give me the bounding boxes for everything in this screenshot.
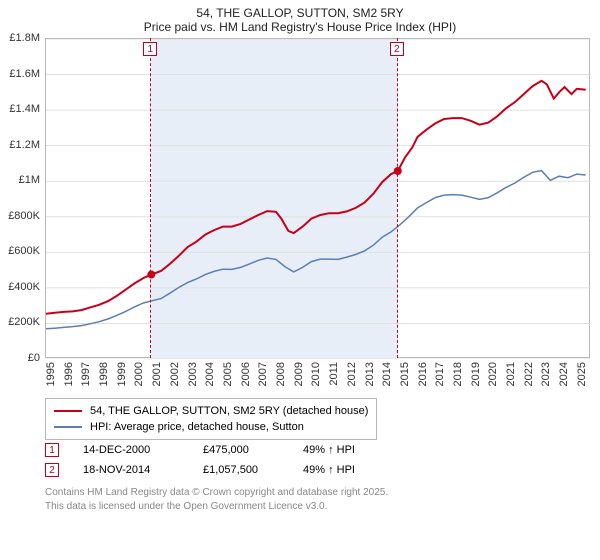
x-axis-tick-label: 2000 (133, 362, 145, 386)
y-axis-tick-label: £1.8M (0, 32, 40, 44)
title-subtitle: Price paid vs. HM Land Registry's House … (0, 20, 600, 34)
x-axis-tick-label: 2017 (434, 362, 446, 386)
y-axis-tick-label: £0 (0, 352, 40, 364)
y-axis-tick-label: £400K (0, 281, 40, 293)
title-address: 54, THE GALLOP, SUTTON, SM2 5RY (0, 6, 600, 20)
x-axis-tick-label: 2005 (222, 362, 234, 386)
y-axis-tick-label: £1.4M (0, 103, 40, 115)
x-axis-tick-label: 2008 (275, 362, 287, 386)
sale-marker-line (150, 38, 151, 358)
x-axis-tick-label: 2011 (328, 362, 340, 386)
x-axis-tick-label: 2022 (523, 362, 535, 386)
x-axis-tick-label: 2019 (470, 362, 482, 386)
attribution-line: This data is licensed under the Open Gov… (45, 500, 388, 514)
x-axis-tick-label: 2018 (452, 362, 464, 386)
legend: 54, THE GALLOP, SUTTON, SM2 5RY (detache… (45, 398, 377, 440)
x-axis-tick-label: 2004 (204, 362, 216, 386)
x-axis-tick-label: 2007 (257, 362, 269, 386)
x-axis-tick-label: 2002 (169, 362, 181, 386)
x-axis-tick-label: 2023 (540, 362, 552, 386)
x-axis-tick-label: 2024 (558, 362, 570, 386)
x-axis-tick-label: 2021 (505, 362, 517, 386)
y-axis-tick-label: £200K (0, 316, 40, 328)
sale-marker-box: 1 (143, 42, 157, 56)
sale-hpi-delta: 49% ↑ HPI (303, 464, 413, 476)
legend-label: 54, THE GALLOP, SUTTON, SM2 5RY (detache… (90, 405, 368, 417)
x-axis-tick-label: 2003 (187, 362, 199, 386)
plot-region (45, 38, 590, 358)
chart-svg (46, 39, 591, 359)
x-axis-tick-label: 1995 (45, 362, 57, 386)
y-axis-tick-label: £1.2M (0, 139, 40, 151)
legend-item: HPI: Average price, detached house, Sutt… (54, 419, 368, 435)
x-axis-tick-label: 1996 (63, 362, 75, 386)
x-axis-tick-label: 2001 (151, 362, 163, 386)
x-axis-tick-label: 2020 (487, 362, 499, 386)
x-axis-tick-label: 2014 (381, 362, 393, 386)
y-axis-tick-label: £600K (0, 245, 40, 257)
x-axis-tick-label: 2015 (399, 362, 411, 386)
x-axis-tick-label: 1998 (98, 362, 110, 386)
sale-date: 14-DEC-2000 (83, 444, 203, 456)
sale-date: 18-NOV-2014 (83, 464, 203, 476)
sale-hpi-delta: 49% ↑ HPI (303, 444, 413, 456)
x-axis-tick-label: 2013 (364, 362, 376, 386)
x-axis-tick-label: 2010 (310, 362, 322, 386)
attribution: Contains HM Land Registry data © Crown c… (45, 486, 388, 513)
y-axis-tick-label: £800K (0, 210, 40, 222)
legend-label: HPI: Average price, detached house, Sutt… (90, 421, 304, 433)
chart-title: 54, THE GALLOP, SUTTON, SM2 5RY Price pa… (0, 0, 600, 36)
sale-marker-icon: 1 (45, 443, 59, 457)
legend-swatch (54, 426, 82, 428)
y-axis-tick-label: £1.6M (0, 68, 40, 80)
sales-row: 2 18-NOV-2014 £1,057,500 49% ↑ HPI (45, 460, 413, 480)
x-axis-tick-label: 2016 (417, 362, 429, 386)
sales-table: 1 14-DEC-2000 £475,000 49% ↑ HPI 2 18-NO… (45, 440, 413, 480)
sale-price: £475,000 (203, 444, 303, 456)
x-axis-tick-label: 2012 (346, 362, 358, 386)
sale-marker-line (397, 38, 398, 358)
x-axis-tick-label: 2006 (240, 362, 252, 386)
sale-price: £1,057,500 (203, 464, 303, 476)
attribution-line: Contains HM Land Registry data © Crown c… (45, 486, 388, 500)
sale-marker-box: 2 (390, 42, 404, 56)
legend-item: 54, THE GALLOP, SUTTON, SM2 5RY (detache… (54, 403, 368, 419)
sale-marker-icon: 2 (45, 463, 59, 477)
sales-row: 1 14-DEC-2000 £475,000 49% ↑ HPI (45, 440, 413, 460)
y-axis-tick-label: £1M (0, 174, 40, 186)
x-axis-tick-label: 1999 (116, 362, 128, 386)
x-axis-tick-label: 2009 (293, 362, 305, 386)
legend-swatch (54, 410, 82, 412)
x-axis-tick-label: 1997 (80, 362, 92, 386)
x-axis-tick-label: 2025 (576, 362, 588, 386)
